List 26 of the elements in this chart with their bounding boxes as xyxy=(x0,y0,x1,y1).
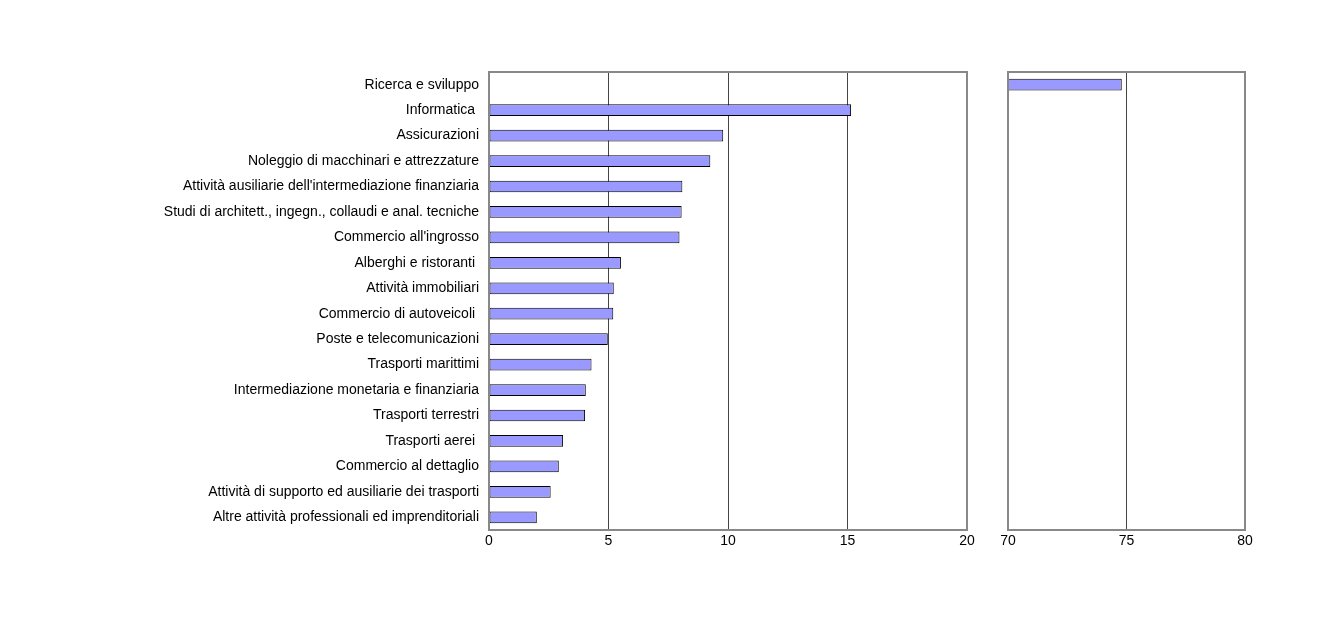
x-tick-label: 80 xyxy=(1237,532,1253,549)
y-tick-label: Altre attività professionali ed imprenditoriali xyxy=(212,508,479,525)
y-tick-label: Attività immobiliari xyxy=(366,279,479,296)
x-tick-label: 10 xyxy=(720,532,736,549)
y-tick-label: Noleggio di macchinari e attrezzature xyxy=(247,151,480,168)
y-tick-label: Intermediazione monetaria e finanziaria xyxy=(233,380,480,397)
y-tick-label: Commercio al dettaglio xyxy=(335,457,480,474)
y-tick-label: Commercio all'ingrosso xyxy=(333,228,480,245)
y-tick-label: Poste e telecomunicazioni xyxy=(316,330,479,347)
y-tick-label: Attività ausiliarie dell'intermediazione finanziaria xyxy=(182,177,480,194)
x-tick-label: 70 xyxy=(1000,532,1016,549)
x-tick-label: 20 xyxy=(959,532,975,549)
x-tick-label: 0 xyxy=(485,532,494,549)
y-tick-label: Ricerca e sviluppo xyxy=(364,75,480,92)
y-tick-label: Attività di supporto ed ausiliarie dei trasporti xyxy=(208,482,479,499)
x-tick-label: 5 xyxy=(604,532,613,549)
y-tick-label: Informatica xyxy=(405,101,479,118)
y-tick-label: Trasporti aerei xyxy=(385,431,479,448)
y-tick-label: Alberghi e ristoranti xyxy=(354,253,479,270)
x-tick-label: 75 xyxy=(1118,532,1135,549)
y-tick-label: Assicurazioni xyxy=(396,126,479,143)
x-tick-label: 15 xyxy=(839,532,856,549)
y-tick-label: Trasporti terrestri xyxy=(372,406,479,423)
y-tick-label: Studi di architett., ingegn., collaudi e anal. tecniche xyxy=(163,202,480,219)
y-tick-label: Commercio di autoveicoli xyxy=(318,304,479,321)
y-tick-label: Trasporti marittimi xyxy=(367,355,479,372)
